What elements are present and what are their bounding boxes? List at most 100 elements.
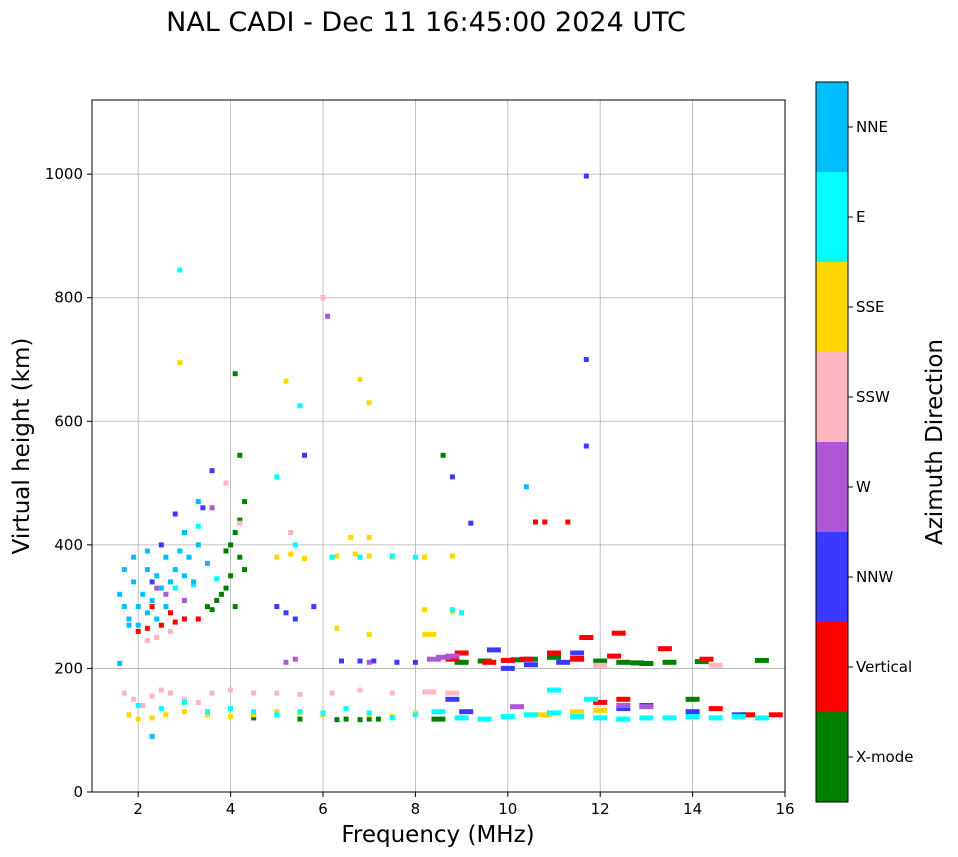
data-point (209, 690, 215, 696)
data-point (144, 548, 150, 554)
data-point (292, 656, 298, 662)
data-point (140, 703, 146, 708)
data-point (500, 657, 515, 663)
data-point (436, 654, 451, 660)
data-point (352, 551, 358, 557)
data-point (172, 567, 178, 573)
data-point (570, 656, 585, 661)
data-point (510, 657, 524, 663)
data-point (302, 452, 307, 458)
data-point (343, 706, 349, 712)
data-point (357, 376, 363, 382)
data-point (158, 687, 164, 693)
data-point (232, 530, 238, 535)
data-point (242, 499, 247, 505)
data-point (468, 520, 474, 526)
data-point (616, 659, 631, 665)
data-point (209, 468, 215, 474)
data-point (218, 591, 224, 597)
data-point (186, 554, 192, 560)
data-point (251, 690, 257, 696)
colorbar-segment (816, 172, 848, 262)
data-point (205, 709, 210, 715)
x-axis-label: Frequency (MHz) (341, 822, 534, 848)
data-point (149, 579, 155, 585)
data-point (131, 579, 137, 585)
data-point (583, 357, 589, 362)
data-point (168, 628, 173, 634)
data-point (163, 591, 169, 597)
data-point (366, 716, 372, 722)
data-point (126, 616, 132, 622)
data-point (459, 709, 474, 715)
data-point (274, 712, 280, 718)
data-point (334, 625, 340, 631)
data-point (445, 656, 460, 662)
colorbar-segment (816, 622, 848, 712)
data-point (593, 699, 608, 705)
data-point (685, 714, 700, 720)
data-point (168, 690, 173, 696)
data-point (131, 554, 137, 560)
data-point (191, 579, 197, 585)
colorbar-segment (816, 262, 848, 352)
data-point (320, 295, 326, 301)
data-point (657, 646, 672, 652)
data-point (366, 659, 372, 665)
colorbar-category-label: W (856, 478, 871, 496)
colorbar-category-label: Vertical (856, 658, 912, 676)
data-point (583, 173, 589, 179)
data-point (708, 662, 723, 668)
data-point (547, 687, 561, 693)
data-point (357, 554, 363, 560)
data-point (329, 690, 335, 696)
x-axis-ticks: 2 4 6 8 10 12 14 16 (133, 792, 795, 818)
data-point (565, 519, 571, 525)
data-point (228, 706, 234, 712)
data-point (662, 659, 677, 665)
data-point (288, 530, 294, 535)
data-point (431, 709, 446, 715)
data-point (163, 604, 169, 610)
y-tick-label: 1000 (45, 165, 83, 183)
data-point (422, 607, 428, 613)
data-point (149, 715, 155, 721)
data-point (177, 548, 183, 554)
data-point (135, 622, 141, 628)
data-point (223, 585, 229, 591)
data-point (283, 659, 289, 665)
colorbar-category-label: NNW (856, 568, 893, 586)
data-point (685, 709, 700, 715)
data-point (389, 553, 395, 559)
colorbar-segment (816, 712, 848, 802)
data-point (412, 712, 418, 718)
data-point (251, 715, 257, 721)
data-point (593, 707, 608, 713)
data-point (158, 706, 164, 712)
data-point (181, 616, 187, 622)
data-point (205, 604, 210, 610)
data-point (422, 689, 437, 695)
data-point (237, 554, 243, 560)
data-point (445, 653, 460, 659)
data-point (251, 712, 257, 718)
data-point (412, 554, 418, 560)
x-tick-label: 10 (498, 800, 517, 818)
data-point (329, 554, 335, 560)
data-point (154, 616, 160, 622)
data-point (117, 661, 123, 666)
data-point (242, 567, 247, 573)
data-point (394, 659, 400, 665)
data-point (228, 714, 234, 720)
data-point (154, 585, 160, 591)
colorbar-category-label: SSW (856, 388, 890, 406)
data-point (121, 604, 127, 610)
data-point (533, 519, 538, 525)
data-point (214, 598, 220, 603)
data-point (283, 378, 289, 384)
data-point (251, 709, 257, 715)
data-point (172, 511, 178, 517)
data-point (149, 598, 155, 603)
colorbar-segment (816, 532, 848, 622)
plot-area-frame (91, 99, 786, 793)
